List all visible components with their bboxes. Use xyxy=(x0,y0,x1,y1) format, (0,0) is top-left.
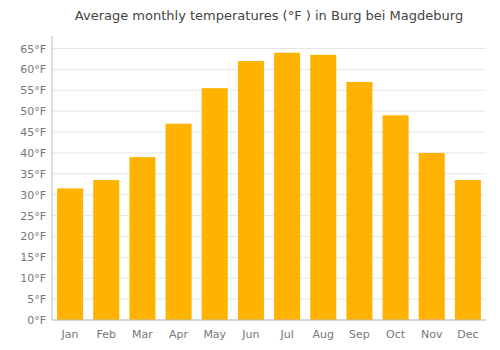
grid-line xyxy=(52,48,486,49)
grid xyxy=(52,49,486,320)
title: Average monthly temperatures (°F ) in Bu… xyxy=(75,8,463,23)
y-tick-label: 30°F xyxy=(20,189,46,202)
bar xyxy=(166,124,192,320)
bar xyxy=(310,55,336,320)
y-tick-label: 35°F xyxy=(20,168,46,181)
grid-line xyxy=(52,111,486,112)
bar xyxy=(419,153,445,320)
bar xyxy=(57,188,83,320)
y-tick-label: 0°F xyxy=(27,314,46,327)
x-tick-label: May xyxy=(203,328,226,341)
y-tick-label: 50°F xyxy=(20,105,46,118)
y-tick-label: 55°F xyxy=(20,84,46,97)
y-tick-label: 60°F xyxy=(20,63,46,76)
y-tick-label: 25°F xyxy=(20,210,46,223)
grid-line xyxy=(52,69,486,70)
bars xyxy=(57,53,481,320)
x-tick-label: Nov xyxy=(421,328,443,341)
y-axis-line xyxy=(52,36,53,320)
x-tick-label: Jun xyxy=(241,328,259,341)
y-tick-label: 45°F xyxy=(20,126,46,139)
y-tick-label: 20°F xyxy=(20,230,46,243)
y-tick-label: 15°F xyxy=(20,251,46,264)
x-tick-label: Oct xyxy=(386,328,406,341)
y-tick-label: 5°F xyxy=(27,293,46,306)
y-tick-label: 40°F xyxy=(20,147,46,160)
x-tick-label: Aug xyxy=(313,328,334,341)
bar xyxy=(455,180,481,320)
bar xyxy=(238,61,264,320)
x-tick-label: Mar xyxy=(132,328,153,341)
x-tick-label: Apr xyxy=(169,328,189,341)
grid-line xyxy=(52,132,486,133)
bar xyxy=(93,180,119,320)
x-axis-line xyxy=(52,320,486,321)
bar xyxy=(346,82,372,320)
chart: Average monthly temperatures (°F ) in Bu… xyxy=(0,0,500,350)
x-tick-label: Jan xyxy=(61,328,79,341)
bar xyxy=(129,157,155,320)
bar xyxy=(274,53,300,320)
x-tick-label: Jul xyxy=(279,328,293,341)
x-tick-label: Dec xyxy=(457,328,478,341)
grid-line xyxy=(52,320,486,321)
grid-line xyxy=(52,90,486,91)
bar xyxy=(202,88,228,320)
y-tick-label: 10°F xyxy=(20,272,46,285)
y-tick-label: 65°F xyxy=(20,43,46,56)
bar xyxy=(383,115,409,320)
x-tick-label: Sep xyxy=(349,328,370,341)
x-tick-label: Feb xyxy=(97,328,116,341)
